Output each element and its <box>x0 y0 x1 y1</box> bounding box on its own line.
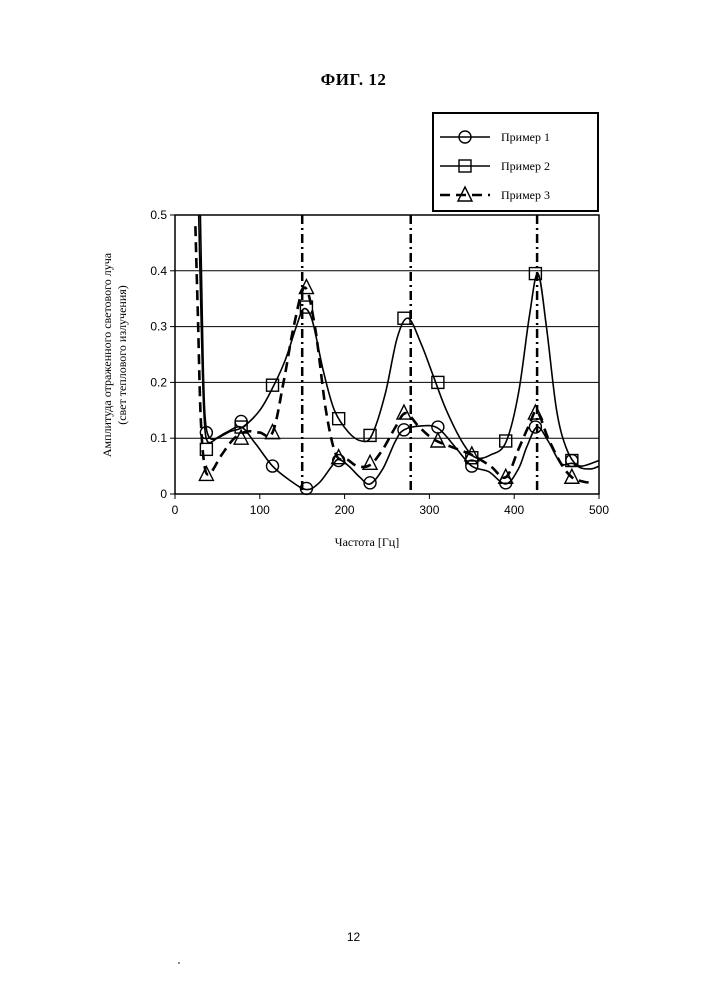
y-tick-label: 0 <box>160 487 167 501</box>
y-tick-label: 0.5 <box>150 208 167 222</box>
x-tick-label: 400 <box>504 503 524 517</box>
y-tick-label: 0.1 <box>150 431 167 445</box>
scan-speck <box>178 962 180 964</box>
series-line <box>200 215 599 490</box>
y-axis-label-line-1: Амплитуда отраженного светового луча <box>100 252 114 457</box>
y-axis-label: Амплитуда отраженного светового луча (св… <box>100 252 129 457</box>
x-tick-label: 200 <box>335 503 355 517</box>
series-3 <box>195 226 594 483</box>
y-tick-label: 0.4 <box>150 264 167 278</box>
x-tick-label: 0 <box>172 503 179 517</box>
x-tick-label: 300 <box>419 503 439 517</box>
x-tick-label: 500 <box>589 503 609 517</box>
series-line <box>199 215 599 469</box>
y-tick-label: 0.2 <box>150 375 167 389</box>
data-point <box>397 405 411 419</box>
page-number: 12 <box>0 930 707 944</box>
plot-frame <box>175 215 599 494</box>
legend: Пример 1 Пример 2 Пример 3 <box>433 113 598 211</box>
y-axis-label-line-2: (свет теплового излучения) <box>115 285 129 425</box>
series-1 <box>200 215 599 494</box>
y-tick-label: 0.3 <box>150 320 167 334</box>
series-layer <box>195 215 599 494</box>
legend-label: Пример 2 <box>501 159 550 173</box>
x-axis-label: Частота [Гц] <box>335 535 399 549</box>
legend-label: Пример 3 <box>501 188 550 202</box>
axis-ticks: 0 100 200 300 400 500 0 0.1 0.2 0.3 0.4 0.5 <box>150 208 609 517</box>
series-2 <box>199 215 599 469</box>
plot-area-border <box>175 215 599 494</box>
x-tick-label: 100 <box>250 503 270 517</box>
legend-label: Пример 1 <box>501 130 550 144</box>
